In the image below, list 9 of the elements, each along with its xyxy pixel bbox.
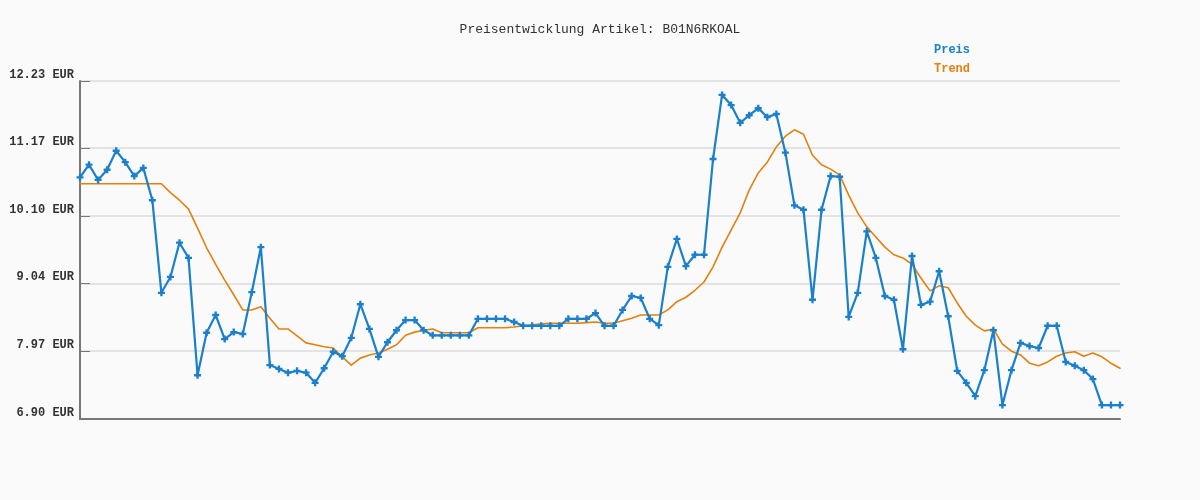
text: Trend: [933, 62, 971, 76]
y-tick-label: 11.17 EUR: [9, 135, 75, 150]
y-tick-label: 10.10 EUR: [9, 203, 75, 218]
y-tick-label: 6.90 EUR: [16, 406, 75, 420]
y-tick-label: 7.97 EUR: [16, 338, 75, 353]
text: Preis: [933, 43, 971, 57]
y-tick-label: 12.23 EUR: [9, 68, 75, 82]
chart-title: Preisentwicklung Artikel: B01N6RKOAL: [459, 22, 741, 37]
y-tick-label: 9.04 EUR: [16, 270, 75, 285]
